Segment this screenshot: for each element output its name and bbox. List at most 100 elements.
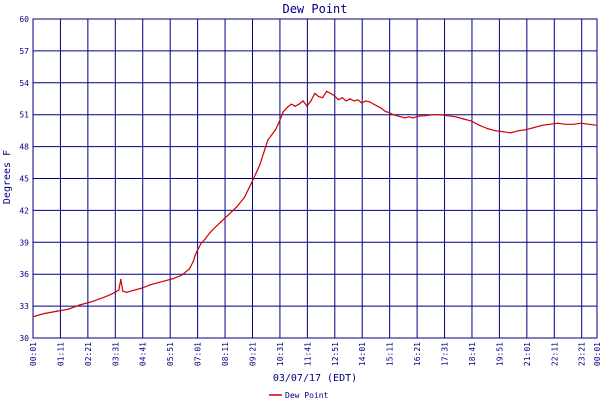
data-point: [204, 238, 206, 240]
data-point: [322, 97, 324, 99]
x-tick-label: 05:51: [166, 342, 175, 366]
y-tick-label: 54: [19, 79, 29, 88]
data-point: [318, 96, 320, 98]
data-point: [588, 123, 590, 125]
data-point: [194, 254, 196, 256]
y-tick-label: 45: [19, 175, 29, 184]
data-point: [420, 115, 422, 117]
data-point: [361, 102, 363, 104]
data-point: [369, 101, 371, 103]
x-tick-label: 12:51: [331, 342, 340, 366]
x-tick-label: 02:21: [84, 342, 93, 366]
legend-label: Dew Point: [285, 391, 329, 400]
data-point: [373, 103, 375, 105]
data-point: [275, 129, 277, 131]
grid-lines: [32, 18, 598, 339]
data-point: [408, 116, 410, 118]
data-point: [314, 92, 316, 94]
data-point: [267, 139, 269, 141]
data-point: [580, 122, 582, 124]
data-point: [572, 123, 575, 125]
data-point: [32, 316, 34, 318]
data-point: [290, 103, 292, 105]
data-point: [208, 233, 210, 235]
data-point: [188, 268, 190, 270]
x-tick-label: 04:41: [139, 342, 148, 366]
data-point: [310, 100, 312, 102]
data-point: [329, 92, 332, 94]
y-tick-label: 60: [19, 15, 29, 24]
x-tick-label: 15:11: [386, 342, 395, 366]
data-point: [486, 127, 488, 130]
data-point: [259, 164, 261, 166]
data-point: [412, 117, 414, 119]
data-point: [120, 278, 122, 281]
data-point: [251, 181, 253, 183]
data-point: [463, 118, 465, 120]
data-point: [278, 120, 281, 122]
data-point: [565, 123, 567, 125]
data-point: [404, 117, 406, 119]
data-point: [478, 124, 480, 126]
data-point: [35, 315, 38, 317]
data-point: [200, 242, 202, 244]
y-tick-label: 36: [19, 270, 29, 279]
x-tick-label: 01:11: [56, 342, 65, 366]
data-point: [165, 280, 167, 282]
data-point: [502, 131, 504, 133]
data-point: [43, 312, 46, 315]
series-layer: [32, 90, 598, 318]
series-line-dew-point: [32, 90, 598, 318]
data-point: [349, 98, 351, 100]
data-point: [396, 115, 398, 117]
x-axis-ticks: 00:01 01:11 02:21 03:31 04:41 05:51 07:01 08:11…: [29, 342, 600, 366]
data-point: [192, 260, 194, 262]
x-tick-label: 22:11: [550, 342, 559, 366]
data-point: [353, 100, 355, 102]
data-point: [326, 90, 328, 92]
data-point: [471, 120, 473, 122]
data-point: [126, 291, 128, 293]
data-point: [286, 106, 288, 108]
data-point: [212, 228, 214, 231]
chart-title: Dew Point: [282, 2, 347, 16]
y-tick-label: 57: [19, 47, 29, 56]
data-point: [79, 304, 81, 306]
y-tick-label: 48: [19, 143, 29, 152]
data-point: [302, 100, 304, 102]
data-point: [282, 110, 284, 113]
data-point: [220, 221, 222, 223]
data-point: [431, 114, 433, 116]
data-point: [345, 100, 347, 102]
data-point: [341, 97, 343, 99]
y-axis-label: Degrees F: [2, 150, 13, 204]
data-point: [365, 100, 367, 102]
data-point: [549, 123, 551, 125]
data-point: [416, 116, 418, 118]
data-point: [337, 99, 339, 101]
data-point: [196, 250, 198, 252]
x-tick-label: 11:41: [303, 342, 312, 366]
data-point: [271, 134, 273, 136]
data-point: [90, 301, 92, 303]
data-point: [149, 284, 151, 286]
data-point: [306, 105, 308, 107]
y-tick-label: 33: [19, 302, 29, 311]
data-point: [447, 115, 449, 117]
x-tick-label: 09:21: [248, 342, 257, 366]
data-point: [525, 129, 528, 131]
x-tick-label: 08:11: [221, 342, 230, 366]
data-point: [294, 105, 296, 107]
data-point: [384, 110, 386, 113]
data-point: [423, 115, 426, 117]
data-point: [392, 114, 394, 116]
data-point: [173, 277, 175, 280]
x-tick-label: 10:31: [276, 342, 285, 366]
x-tick-label: 17:31: [441, 342, 450, 366]
y-tick-label: 30: [19, 334, 29, 343]
data-point: [114, 291, 116, 293]
data-point: [122, 290, 124, 292]
data-point: [235, 206, 237, 208]
data-point: [141, 287, 143, 289]
